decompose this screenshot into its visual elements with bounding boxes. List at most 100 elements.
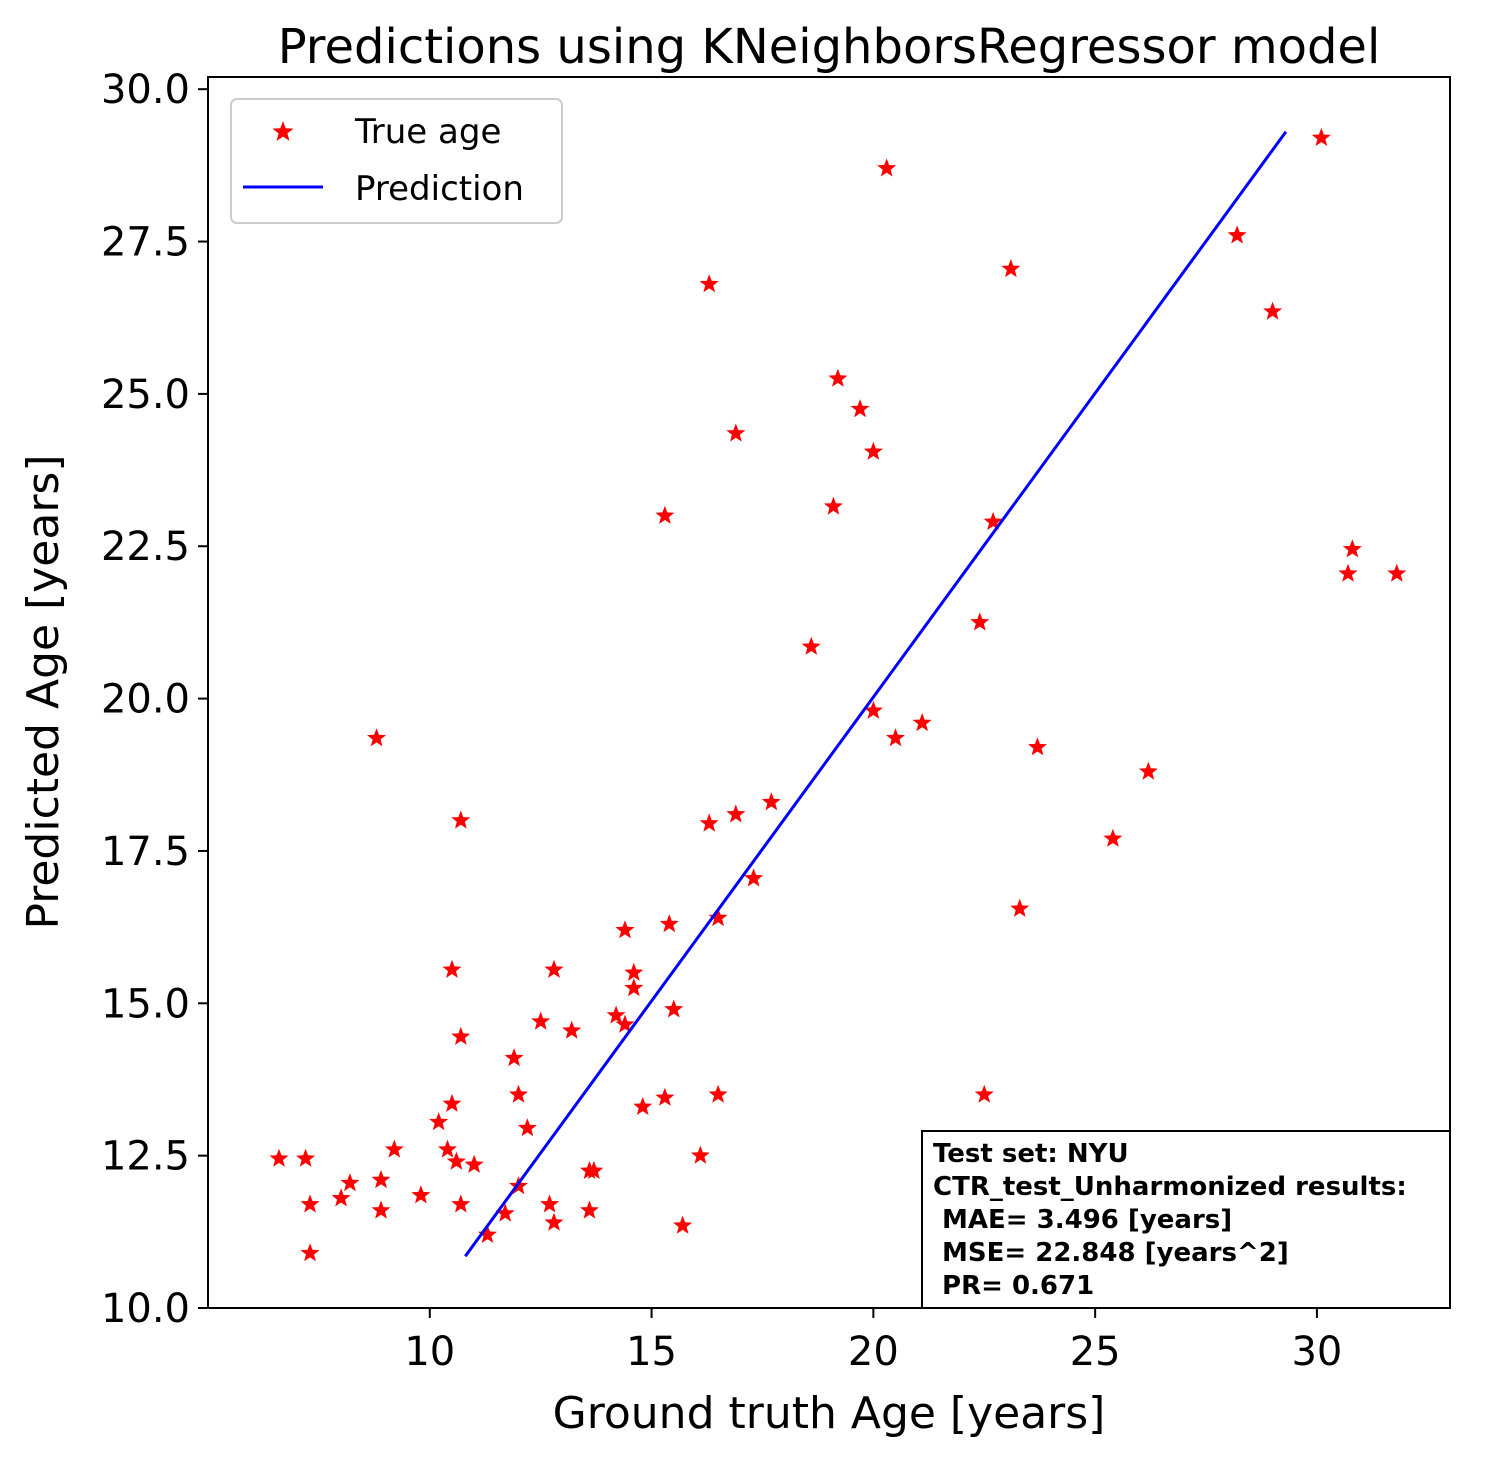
data-point-3 (300, 1243, 320, 1262)
data-point-42 (659, 914, 679, 933)
data-point-51 (726, 423, 746, 442)
legend-star-marker (272, 121, 294, 141)
y-tick-label: 20.0 (101, 677, 190, 723)
data-point-53 (761, 792, 781, 811)
data-point-17 (451, 810, 471, 829)
data-point-29 (544, 959, 564, 978)
data-point-75 (1342, 539, 1362, 558)
annotation-line-results: CTR_test_Unharmonized results: (933, 1172, 1407, 1202)
data-point-1 (296, 1148, 316, 1167)
data-point-7 (371, 1170, 391, 1189)
data-point-45 (690, 1145, 710, 1164)
data-point-63 (970, 612, 990, 631)
data-point-26 (531, 1011, 551, 1030)
data-point-49 (708, 908, 728, 927)
data-point-9 (384, 1139, 404, 1158)
data-point-41 (655, 505, 675, 524)
data-point-18 (451, 1026, 471, 1045)
data-point-59 (863, 441, 883, 460)
data-point-0 (269, 1148, 289, 1167)
data-point-48 (708, 1084, 728, 1103)
data-point-56 (828, 368, 848, 387)
data-point-73 (1311, 127, 1331, 146)
y-tick-label: 27.5 (101, 220, 190, 266)
data-point-5 (340, 1173, 360, 1192)
data-point-28 (544, 1212, 564, 1231)
legend-label-true-age: True age (354, 112, 501, 152)
data-point-71 (1227, 225, 1247, 244)
data-point-47 (699, 274, 719, 293)
data-point-58 (863, 700, 883, 719)
data-point-20 (477, 1224, 497, 1243)
data-point-35 (615, 1014, 635, 1033)
data-point-15 (446, 1151, 466, 1170)
data-point-65 (983, 511, 1003, 530)
data-point-52 (744, 868, 764, 887)
data-point-68 (1028, 737, 1047, 756)
data-point-57 (850, 399, 870, 418)
data-point-32 (580, 1200, 599, 1219)
legend-box (230, 98, 563, 224)
metrics-annotation: Test set: NYU CTR_test_Unharmonized resu… (921, 1130, 1451, 1309)
plot-area (269, 127, 1407, 1262)
data-point-16 (451, 1194, 471, 1213)
x-axis: 10 15 20 25 30 (404, 1308, 1342, 1375)
data-point-38 (624, 978, 644, 997)
data-point-66 (1001, 259, 1021, 278)
data-point-30 (562, 1020, 582, 1039)
data-point-19 (464, 1154, 484, 1173)
data-point-67 (1010, 898, 1030, 917)
data-point-43 (664, 999, 684, 1018)
x-tick-label: 20 (848, 1329, 899, 1375)
data-point-23 (509, 1084, 528, 1103)
y-tick-label: 25.0 (101, 372, 190, 418)
data-point-36 (615, 920, 635, 939)
x-axis-label: Ground truth Age [years] (553, 1388, 1106, 1439)
axes-frame (207, 76, 1451, 1309)
x-tick-label: 30 (1291, 1329, 1342, 1375)
annotation-line-pr: PR= 0.671 (933, 1271, 1094, 1301)
data-point-33 (584, 1160, 604, 1179)
chart-title: Predictions using KNeighborsRegressor mo… (278, 19, 1381, 75)
y-tick-label: 15.0 (101, 981, 190, 1027)
data-point-74 (1338, 563, 1358, 582)
data-point-70 (1138, 761, 1158, 780)
metrics-annotation-box (921, 1130, 1451, 1309)
prediction-line (464, 130, 1288, 1258)
x-tick-label: 15 (626, 1329, 677, 1375)
y-axis-label: Predicted Age [years] (18, 454, 69, 929)
data-point-6 (367, 728, 387, 747)
data-point-69 (1103, 828, 1123, 847)
data-point-2 (300, 1194, 320, 1213)
x-tick-label: 10 (404, 1329, 455, 1375)
data-point-62 (912, 713, 932, 732)
y-tick-label: 10.0 (101, 1286, 190, 1332)
data-point-8 (371, 1200, 391, 1219)
annotation-line-mae: MAE= 3.496 [years] (933, 1205, 1232, 1235)
data-point-54 (801, 636, 821, 655)
data-point-76 (1387, 563, 1407, 582)
data-point-50 (726, 804, 746, 823)
legend: True age Prediction (230, 98, 563, 224)
data-point-25 (517, 1118, 537, 1137)
data-point-10 (411, 1185, 431, 1204)
legend-label-prediction: Prediction (355, 169, 524, 209)
annotation-line-mse: MSE= 22.848 [years^2] (933, 1238, 1289, 1268)
y-tick-label: 12.5 (101, 1134, 190, 1180)
data-point-60 (877, 158, 897, 177)
data-point-14 (442, 1093, 462, 1112)
annotation-line-test-set: Test set: NYU (933, 1139, 1129, 1169)
y-tick-label: 17.5 (101, 829, 190, 875)
data-point-27 (540, 1194, 560, 1213)
data-point-12 (438, 1139, 457, 1158)
data-point-22 (504, 1048, 524, 1067)
data-point-13 (442, 959, 462, 978)
data-point-37 (624, 962, 644, 981)
data-point-4 (331, 1188, 351, 1207)
data-point-21 (495, 1203, 515, 1222)
data-point-46 (699, 813, 719, 832)
y-tick-label: 30.0 (101, 67, 190, 113)
y-tick-label: 22.5 (101, 524, 190, 570)
data-point-39 (633, 1096, 653, 1115)
